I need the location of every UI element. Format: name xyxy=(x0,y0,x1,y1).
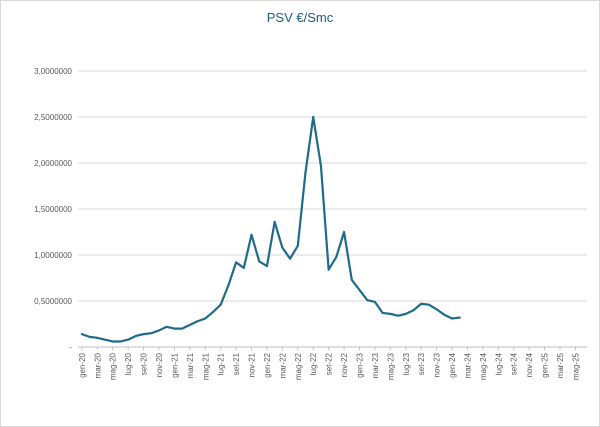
data-point xyxy=(420,302,423,305)
data-point xyxy=(435,308,438,311)
x-axis: gen-20 mar-20 mag-20 lug-20 set-20 nov-20 gen-… xyxy=(78,346,587,380)
data-point xyxy=(335,255,338,258)
data-point xyxy=(196,320,199,323)
data-point xyxy=(366,299,369,301)
data-point xyxy=(80,333,83,336)
x-tick-label: gen-23 xyxy=(355,352,364,377)
x-tick-label: lug-22 xyxy=(309,352,318,375)
data-point xyxy=(327,268,330,271)
data-point xyxy=(227,284,230,287)
data-point xyxy=(404,312,407,315)
x-tick-label: mag-20 xyxy=(109,352,118,380)
data-point xyxy=(412,309,415,312)
x-tick-label: gen-24 xyxy=(448,352,457,377)
data-point xyxy=(443,313,446,316)
series-line xyxy=(80,115,461,343)
data-point xyxy=(250,233,253,236)
x-tick-label: mag-24 xyxy=(479,352,488,380)
x-tick-label: lug-24 xyxy=(494,352,503,375)
x-tick-label: nov-24 xyxy=(525,352,534,377)
data-point xyxy=(343,231,345,233)
chart-title: PSV €/Smc xyxy=(266,10,334,25)
x-tick-label: nov-23 xyxy=(433,352,442,377)
data-point xyxy=(281,246,284,249)
x-tick-label: mar-25 xyxy=(556,352,565,378)
x-tick-label: set-23 xyxy=(417,352,426,375)
x-tick-label: gen-20 xyxy=(78,352,87,377)
data-point xyxy=(188,324,191,326)
x-tick-label: mar-24 xyxy=(463,352,472,378)
x-tick-label: nov-21 xyxy=(248,352,257,377)
data-point xyxy=(296,244,299,247)
x-tick-label: nov-22 xyxy=(340,352,349,377)
x-tick-label: mag-21 xyxy=(201,352,210,380)
x-tick-label: mar-21 xyxy=(186,352,195,378)
data-point xyxy=(389,312,392,315)
data-point xyxy=(96,336,99,339)
data-point xyxy=(320,164,322,167)
y-tick-label: 1,5000000 xyxy=(34,205,72,214)
y-tick-label: - xyxy=(69,343,72,352)
x-tick-label: mag-25 xyxy=(571,352,580,380)
data-point xyxy=(204,317,207,320)
data-point xyxy=(165,325,168,328)
data-point xyxy=(350,278,353,281)
data-point xyxy=(158,329,160,332)
x-tick-label: set-20 xyxy=(140,352,149,375)
data-point xyxy=(242,266,245,269)
data-point xyxy=(451,317,453,320)
data-point xyxy=(219,303,222,306)
y-tick-label: 2,0000000 xyxy=(34,159,72,168)
data-point xyxy=(312,116,315,118)
data-point xyxy=(289,257,291,260)
x-tick-label: set-21 xyxy=(232,352,241,375)
y-tick-label: 0,5000000 xyxy=(34,297,72,306)
y-tick-label: 1,0000000 xyxy=(34,251,72,260)
y-tick-label: 3,0000000 xyxy=(34,67,72,76)
data-point xyxy=(173,327,176,330)
x-tick-label: gen-22 xyxy=(263,352,272,377)
data-point xyxy=(304,171,307,174)
data-point xyxy=(458,316,461,319)
x-tick-label: lug-23 xyxy=(402,352,411,375)
x-tick-label: set-22 xyxy=(325,352,334,375)
data-point xyxy=(266,265,268,267)
data-point xyxy=(119,340,122,343)
data-point xyxy=(127,338,130,341)
series-layer xyxy=(80,115,461,343)
x-tick-label: gen-21 xyxy=(170,352,179,377)
x-tick-label: mar-20 xyxy=(93,352,102,378)
data-point xyxy=(235,261,237,264)
data-point xyxy=(134,335,137,337)
x-tick-label: nov-20 xyxy=(155,352,164,377)
data-point xyxy=(181,327,184,330)
data-point xyxy=(88,335,91,338)
data-point xyxy=(381,312,384,314)
x-tick-label: lug-21 xyxy=(217,352,226,375)
y-tick-label: 2,5000000 xyxy=(34,113,72,122)
x-tick-label: mar-22 xyxy=(278,352,287,378)
data-point xyxy=(258,260,261,263)
data-point xyxy=(104,338,106,341)
x-tick-label: set-24 xyxy=(510,352,519,375)
data-point xyxy=(273,220,276,223)
x-tick-label: mag-23 xyxy=(386,352,395,380)
data-point xyxy=(212,311,214,313)
x-tick-label: mag-22 xyxy=(294,352,303,380)
data-point xyxy=(374,301,376,303)
data-point xyxy=(142,333,145,336)
y-axis: - 0,5000000 1,0000000 1,5000000 2,0000000 2,5… xyxy=(34,67,72,352)
x-tick-label: gen-25 xyxy=(541,352,550,377)
grid-lines xyxy=(78,70,587,302)
data-point xyxy=(428,303,430,306)
data-point xyxy=(150,332,153,335)
x-tick-label: mar-23 xyxy=(371,352,380,378)
data-point xyxy=(358,289,361,291)
data-point xyxy=(397,314,399,317)
data-point xyxy=(111,340,114,343)
x-tick-label: lug-20 xyxy=(124,352,133,375)
